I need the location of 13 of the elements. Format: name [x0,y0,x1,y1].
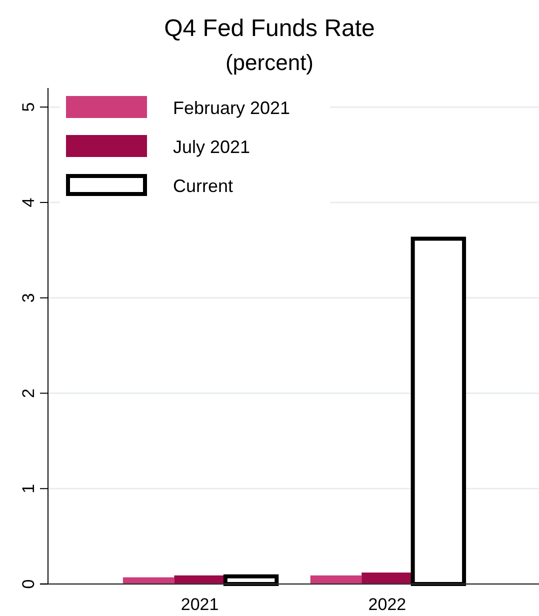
legend-label: Current [173,176,234,196]
x-tick-label: 2022 [368,595,406,614]
y-tick-label: 2 [19,388,38,398]
x-tick-label: 2021 [180,595,219,614]
y-tick-label: 0 [19,579,38,589]
y-tick-label: 3 [19,293,38,303]
chart-subtitle: (percent) [225,50,314,75]
legend-label: July 2021 [173,137,250,157]
y-tick-label: 1 [19,484,38,494]
legend-label: February 2021 [173,98,290,118]
y-tick-label: 5 [19,102,38,112]
chart-title: Q4 Fed Funds Rate [164,15,375,42]
y-tick-label: 4 [19,198,38,208]
